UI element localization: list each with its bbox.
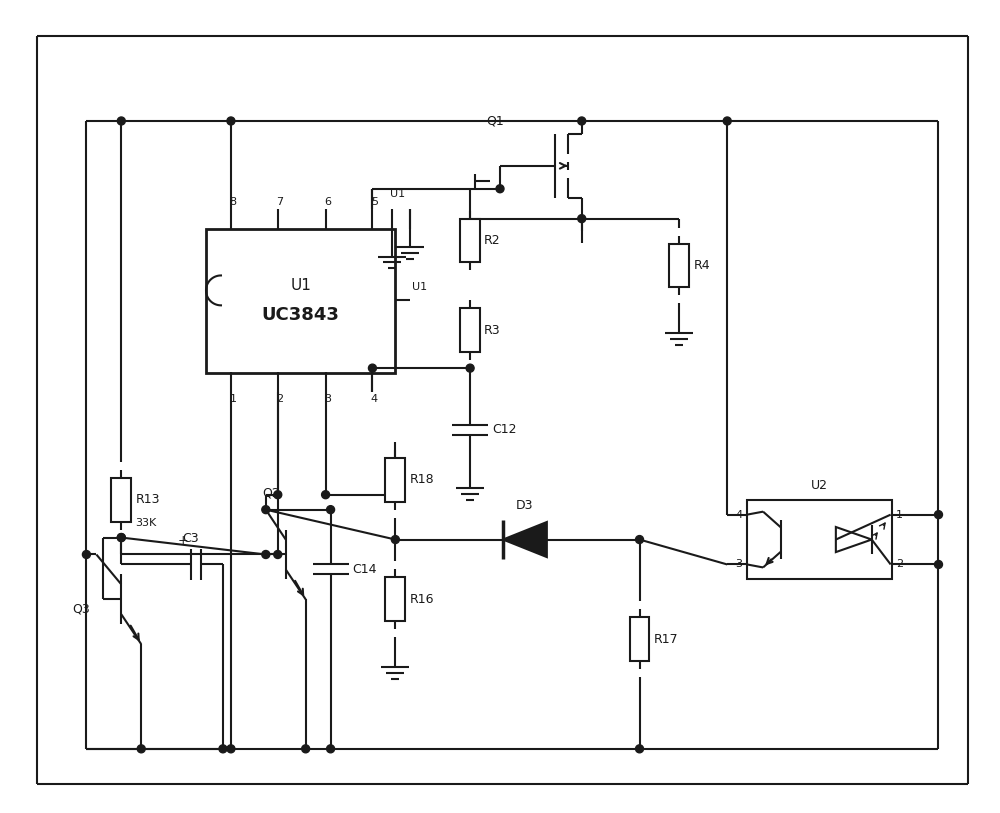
Text: +: + [177, 533, 188, 546]
Text: U1: U1 [290, 278, 311, 293]
Text: R13: R13 [135, 493, 160, 506]
Text: Q1: Q1 [486, 115, 504, 128]
Text: 4: 4 [735, 510, 742, 520]
Circle shape [227, 117, 235, 125]
Bar [385, 458, 405, 502]
Bar [747, 500, 892, 580]
Circle shape [219, 745, 227, 753]
Circle shape [302, 745, 310, 753]
Text: Q2: Q2 [262, 487, 280, 500]
Circle shape [466, 364, 474, 372]
Text: Q3: Q3 [73, 602, 90, 615]
Circle shape [274, 491, 282, 498]
Circle shape [82, 550, 90, 559]
Circle shape [262, 550, 270, 559]
Text: 33K: 33K [135, 518, 157, 528]
Bar [669, 244, 689, 288]
Text: 5: 5 [371, 197, 378, 207]
Text: 1: 1 [896, 510, 903, 520]
Text: R4: R4 [693, 259, 710, 272]
Circle shape [368, 364, 376, 372]
Text: 3: 3 [735, 559, 742, 569]
Circle shape [935, 511, 942, 519]
Text: R17: R17 [653, 633, 678, 646]
Text: 6: 6 [324, 197, 331, 207]
Bar [630, 617, 649, 661]
Text: C14: C14 [353, 563, 377, 576]
Text: U2: U2 [810, 479, 827, 492]
Circle shape [117, 533, 125, 541]
Text: C3: C3 [183, 532, 199, 545]
Circle shape [274, 550, 282, 559]
Text: 3: 3 [324, 394, 331, 404]
Circle shape [391, 536, 399, 544]
Text: UC3843: UC3843 [262, 307, 340, 324]
Bar [460, 219, 480, 263]
Text: 8: 8 [229, 197, 236, 207]
Text: U1: U1 [412, 282, 427, 293]
Bar [460, 308, 480, 352]
Text: 7: 7 [276, 197, 283, 207]
Text: R3: R3 [484, 324, 501, 337]
Text: C12: C12 [492, 424, 517, 437]
Polygon shape [503, 522, 547, 557]
Circle shape [636, 745, 644, 753]
Circle shape [327, 745, 335, 753]
Text: 2: 2 [896, 559, 903, 569]
Text: D3: D3 [516, 498, 534, 511]
Text: R16: R16 [409, 593, 434, 606]
Circle shape [117, 117, 125, 125]
Bar [111, 478, 131, 522]
Bar [206, 228, 395, 373]
Circle shape [322, 491, 330, 498]
Circle shape [578, 117, 586, 125]
Circle shape [636, 536, 644, 544]
Text: 4: 4 [371, 394, 378, 404]
Text: 1: 1 [229, 394, 236, 404]
Circle shape [227, 745, 235, 753]
Circle shape [327, 506, 335, 514]
Circle shape [137, 745, 145, 753]
Text: R2: R2 [484, 234, 501, 247]
Circle shape [262, 506, 270, 514]
Text: R18: R18 [409, 473, 434, 486]
Bar [385, 577, 405, 621]
Text: 2: 2 [276, 394, 283, 404]
Circle shape [723, 117, 731, 125]
Circle shape [578, 215, 586, 223]
Circle shape [117, 533, 125, 541]
Text: U1: U1 [390, 189, 405, 198]
Circle shape [496, 185, 504, 193]
Circle shape [935, 560, 942, 568]
